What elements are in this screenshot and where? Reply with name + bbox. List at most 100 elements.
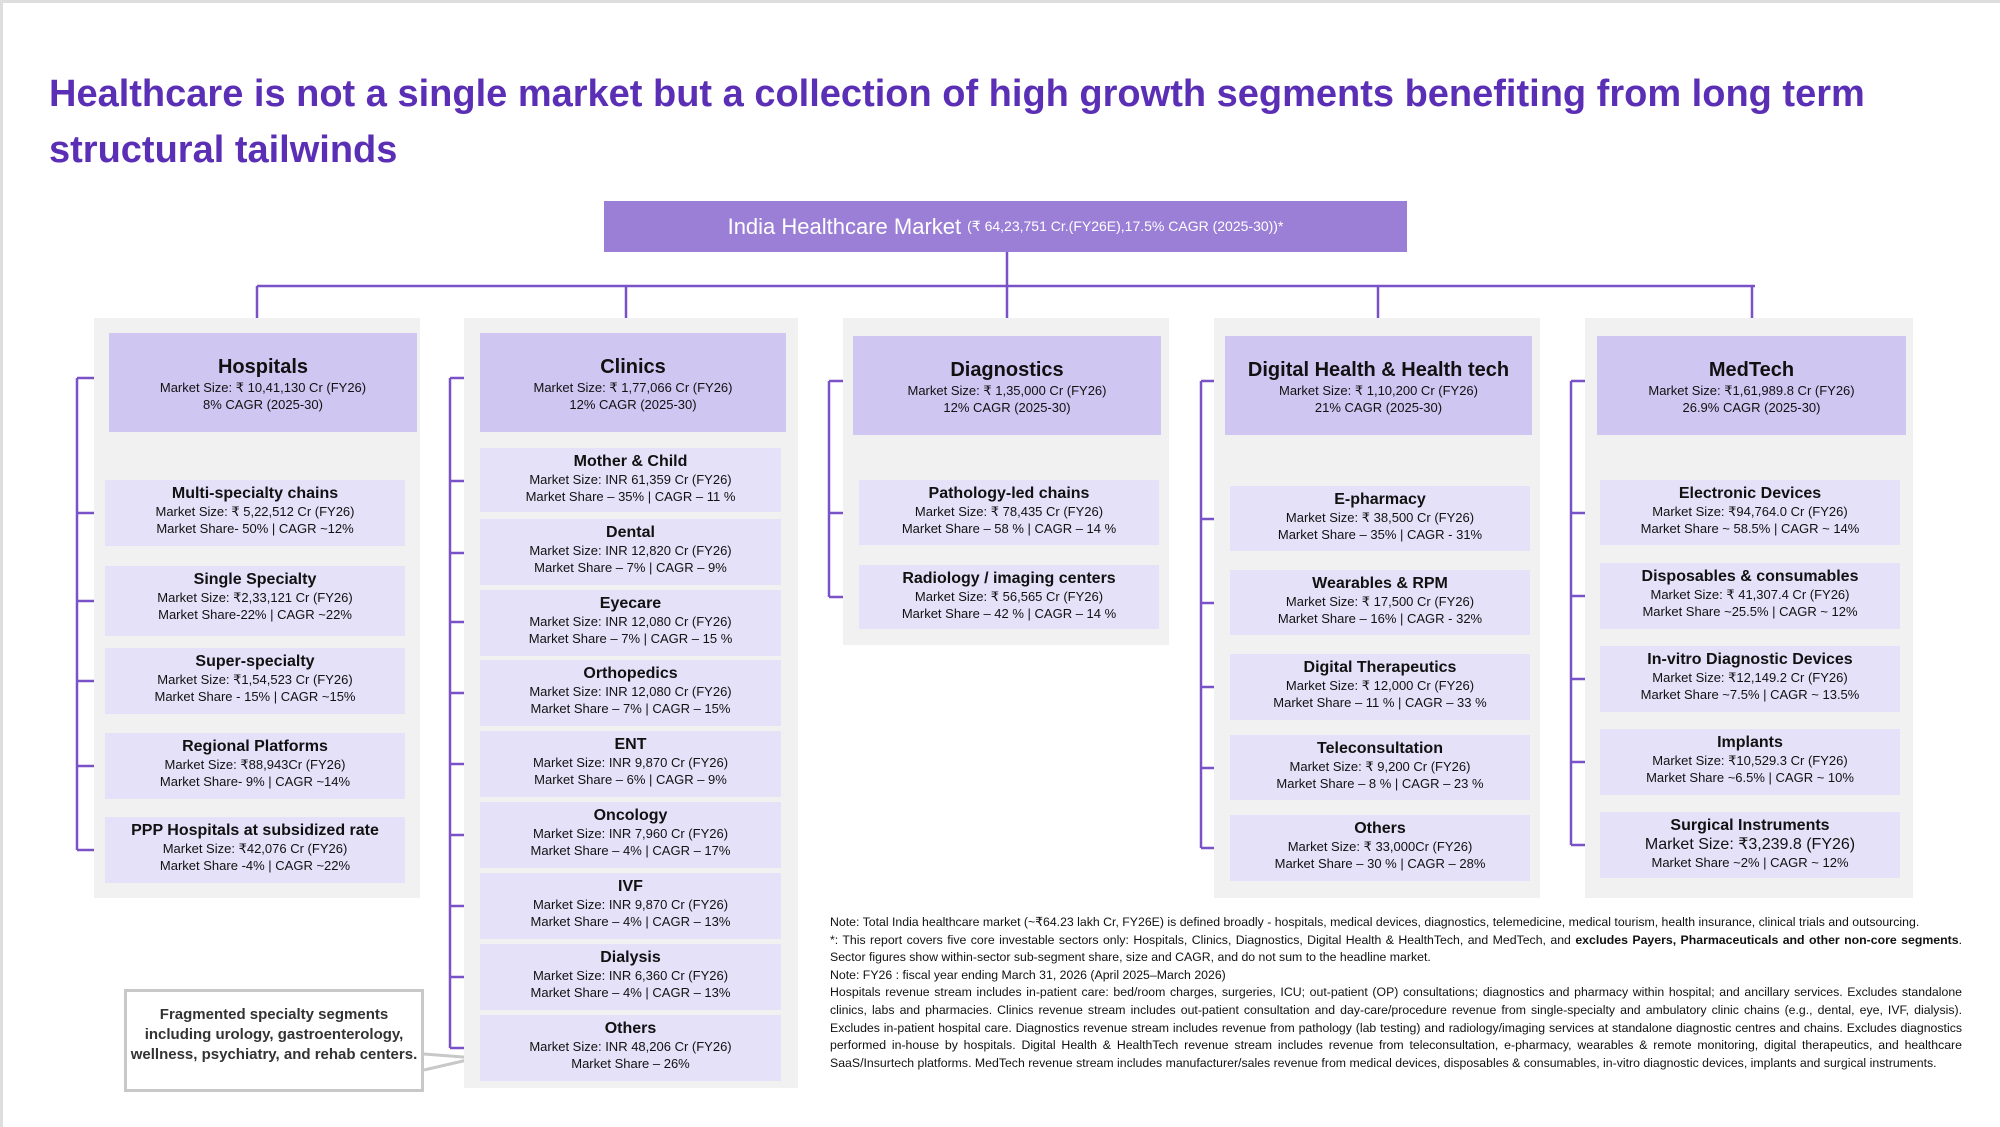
sub-segment-name: Dialysis <box>600 949 661 966</box>
sub-segment-mother-child: Mother & Child Market Size: INR 61,359 C… <box>480 448 781 512</box>
sub-segment-name: Super-specialty <box>195 653 315 670</box>
sub-segment-share-cagr: Market Share-22% | CAGR ~22% <box>158 607 352 622</box>
segment-market-size: Market Size: ₹1,61,989.8 Cr (FY26) <box>1648 383 1855 398</box>
sub-segment-share-cagr: Market Share- 50% | CAGR ~12% <box>156 521 354 536</box>
segment-cagr: 21% CAGR (2025-30) <box>1314 400 1443 415</box>
segment-cagr: 12% CAGR (2025-30) <box>943 400 1071 415</box>
sub-segment-market-size: Market Size: INR 6,360 Cr (FY26) <box>532 968 729 983</box>
sub-segment-ivf: IVF Market Size: INR 9,870 Cr (FY26) Mar… <box>480 873 781 939</box>
sub-segment-market-size: Market Size: INR 7,960 Cr (FY26) <box>532 826 729 841</box>
segment-market-size: Market Size: ₹ 1,35,000 Cr (FY26) <box>907 383 1107 398</box>
sub-segment-share-cagr: Market Share – 4% | CAGR – 13% <box>530 914 731 929</box>
sub-segment-name: Pathology-led chains <box>928 485 1090 502</box>
sub-segment-share-cagr: Market Share ~25.5% | CAGR ~ 12% <box>1642 604 1858 619</box>
sub-segment-market-size: Market Size: ₹ 78,435 Cr (FY26) <box>914 504 1104 519</box>
sub-segment-surgical-instruments: Surgical Instruments Market Size: ₹3,239… <box>1600 812 1900 878</box>
sub-segment-market-size: Market Size: ₹ 17,500 Cr (FY26) <box>1285 594 1475 609</box>
sub-segment-market-size: Market Size: INR 48,206 Cr (FY26) <box>529 1039 732 1054</box>
footnote-scope: *: This report covers five core investab… <box>830 932 1962 967</box>
sub-segment-share-cagr: Market Share – 58 % | CAGR – 14 % <box>901 521 1117 536</box>
sub-segment-dental: Dental Market Size: INR 12,820 Cr (FY26)… <box>480 519 781 585</box>
sub-segment-share-cagr: Market Share - 15% | CAGR ~15% <box>154 689 356 704</box>
sub-segment-market-size: Market Size: INR 9,870 Cr (FY26) <box>532 755 729 770</box>
sub-segment-market-size: Market Size: ₹ 41,307.4 Cr (FY26) <box>1650 587 1850 602</box>
sub-segment-share-cagr: Market Share – 35% | CAGR - 31% <box>1277 527 1483 542</box>
sub-segment-share-cagr: Market Share – 30 % | CAGR – 28% <box>1274 856 1486 871</box>
sub-segment-market-size: Market Size: ₹3,239.8 (FY26) <box>1644 836 1856 853</box>
segment-cagr: 12% CAGR (2025-30) <box>569 397 697 412</box>
page-title: Healthcare is not a single market but a … <box>49 73 1865 171</box>
sub-segment-teleconsultation: Teleconsultation Market Size: ₹ 9,200 Cr… <box>1230 735 1530 800</box>
segment-market-size: Market Size: ₹ 1,10,200 Cr (FY26) <box>1278 383 1478 398</box>
footnote-scope-exclusions: excludes Payers, Pharmaceuticals and oth… <box>1575 932 1959 947</box>
segment-market-size: Market Size: ₹ 10,41,130 Cr (FY26) <box>159 380 367 395</box>
sub-segment-market-size: Market Size: ₹ 33,000Cr (FY26) <box>1287 839 1473 854</box>
root-node-subtitle: (₹ 64,23,751 Cr.(FY26E),17.5% CAGR (2025… <box>967 218 1284 234</box>
sub-segment-name: ENT <box>614 736 647 753</box>
segment-header-clinics: Clinics Market Size: ₹ 1,77,066 Cr (FY26… <box>480 333 786 432</box>
sub-segment-name: Digital Therapeutics <box>1303 659 1457 676</box>
sub-segment-name: Eyecare <box>599 595 662 612</box>
sub-segment-name: Teleconsultation <box>1317 740 1443 757</box>
sub-segment-share-cagr: Market Share- 9% | CAGR ~14% <box>159 774 351 789</box>
footnote-scope-tail: . Sector figures show within-sector sub-… <box>830 932 1962 965</box>
sub-segment-name: Dental <box>606 524 655 541</box>
sub-segment-name: Multi-specialty chains <box>171 485 339 502</box>
sub-segment-name: Others <box>604 1020 657 1037</box>
sub-segment-super-specialty: Super-specialty Market Size: ₹1,54,523 C… <box>105 648 405 714</box>
sub-segment-share-cagr: Market Share – 11 % | CAGR – 33 % <box>1273 695 1487 710</box>
segment-cagr: 26.9% CAGR (2025-30) <box>1682 400 1821 415</box>
sub-segment-market-size: Market Size: ₹10,529.3 Cr (FY26) <box>1652 753 1848 768</box>
sub-segment-name: Orthopedics <box>583 665 678 682</box>
sub-segment-name: Single Specialty <box>193 571 317 588</box>
sub-segment-market-size: Market Size: ₹ 5,22,512 Cr (FY26) <box>155 504 355 519</box>
sub-segment-wearables-rpm: Wearables & RPM Market Size: ₹ 17,500 Cr… <box>1230 570 1530 635</box>
sub-segment-single-specialty: Single Specialty Market Size: ₹2,33,121 … <box>105 566 405 636</box>
sub-segment-share-cagr: Market Share – 6% | CAGR – 9% <box>534 772 727 787</box>
sub-segment-market-size: Market Size: ₹88,943Cr (FY26) <box>164 757 346 772</box>
sub-segment-market-size: Market Size: ₹12,149.2 Cr (FY26) <box>1652 670 1848 685</box>
callout-fragmented-specialty: Fragmented specialty segments including … <box>124 989 424 1092</box>
sub-segment-name: PPP Hospitals at subsidized rate <box>131 822 379 839</box>
sub-segment-market-size: Market Size: INR 9,870 Cr (FY26) <box>532 897 729 912</box>
sub-segment-digital-health-others: Others Market Size: ₹ 33,000Cr (FY26) Ma… <box>1230 815 1530 881</box>
segment-cagr: 8% CAGR (2025-30) <box>203 397 323 412</box>
sub-segment-ent: ENT Market Size: INR 9,870 Cr (FY26) Mar… <box>480 731 781 797</box>
sub-segment-market-size: Market Size: ₹ 12,000 Cr (FY26) <box>1285 678 1475 693</box>
sub-segment-radiology-imaging-centers: Radiology / imaging centers Market Size:… <box>859 565 1159 629</box>
sub-segment-name: Implants <box>1717 734 1783 751</box>
root-node-label: India Healthcare Market <box>727 213 962 239</box>
sub-segment-name: Mother & Child <box>573 453 688 470</box>
sub-segment-share-cagr: Market Share – 7% | CAGR – 15 % <box>528 631 733 646</box>
sub-segment-orthopedics: Orthopedics Market Size: INR 12,080 Cr (… <box>480 660 781 726</box>
sub-segment-regional-platforms: Regional Platforms Market Size: ₹88,943C… <box>105 733 405 799</box>
segment-name: MedTech <box>1708 359 1795 381</box>
sub-segment-name: IVF <box>618 878 643 895</box>
segment-name: Clinics <box>600 356 666 378</box>
segment-name: Hospitals <box>217 356 309 378</box>
segment-header-diagnostics: Diagnostics Market Size: ₹ 1,35,000 Cr (… <box>853 336 1161 435</box>
sub-segment-share-cagr: Market Share – 8 % | CAGR – 23 % <box>1276 776 1484 791</box>
sub-segment-market-size: Market Size: INR 61,359 Cr (FY26) <box>529 472 732 487</box>
sub-segment-market-size: Market Size: ₹2,33,121 Cr (FY26) <box>157 590 353 605</box>
sub-segment-share-cagr: Market Share – 7% | CAGR – 9% <box>534 560 727 575</box>
sub-segment-pathology-led-chains: Pathology-led chains Market Size: ₹ 78,4… <box>859 480 1159 545</box>
sub-segment-eyecare: Eyecare Market Size: INR 12,080 Cr (FY26… <box>480 590 781 656</box>
sub-segment-name: Regional Platforms <box>182 738 328 755</box>
sub-segment-share-cagr: Market Share – 35% | CAGR – 11 % <box>525 489 736 504</box>
sub-segment-share-cagr: Market Share ~2% | CAGR ~ 12% <box>1651 855 1849 870</box>
sub-segment-share-cagr: Market Share – 26% <box>571 1056 690 1071</box>
sub-segment-implants: Implants Market Size: ₹10,529.3 Cr (FY26… <box>1600 729 1900 795</box>
footnote-scope-text: *: This report covers five core investab… <box>830 932 1576 947</box>
segment-header-digital-health: Digital Health & Health tech Market Size… <box>1225 336 1532 435</box>
sub-segment-name: Oncology <box>593 807 668 824</box>
sub-segment-market-size: Market Size: ₹94,764.0 Cr (FY26) <box>1652 504 1848 519</box>
sub-segment-name: Wearables & RPM <box>1312 575 1448 592</box>
sub-segment-market-size: Market Size: ₹42,076 Cr (FY26) <box>162 841 348 856</box>
segment-header-medtech: MedTech Market Size: ₹1,61,989.8 Cr (FY2… <box>1597 336 1906 435</box>
root-node-india-healthcare-market: India Healthcare Market (₹ 64,23,751 Cr.… <box>604 201 1407 252</box>
sub-segment-digital-therapeutics: Digital Therapeutics Market Size: ₹ 12,0… <box>1230 654 1530 720</box>
sub-segment-dialysis: Dialysis Market Size: INR 6,360 Cr (FY26… <box>480 944 781 1010</box>
segment-name: Digital Health & Health tech <box>1247 359 1510 381</box>
